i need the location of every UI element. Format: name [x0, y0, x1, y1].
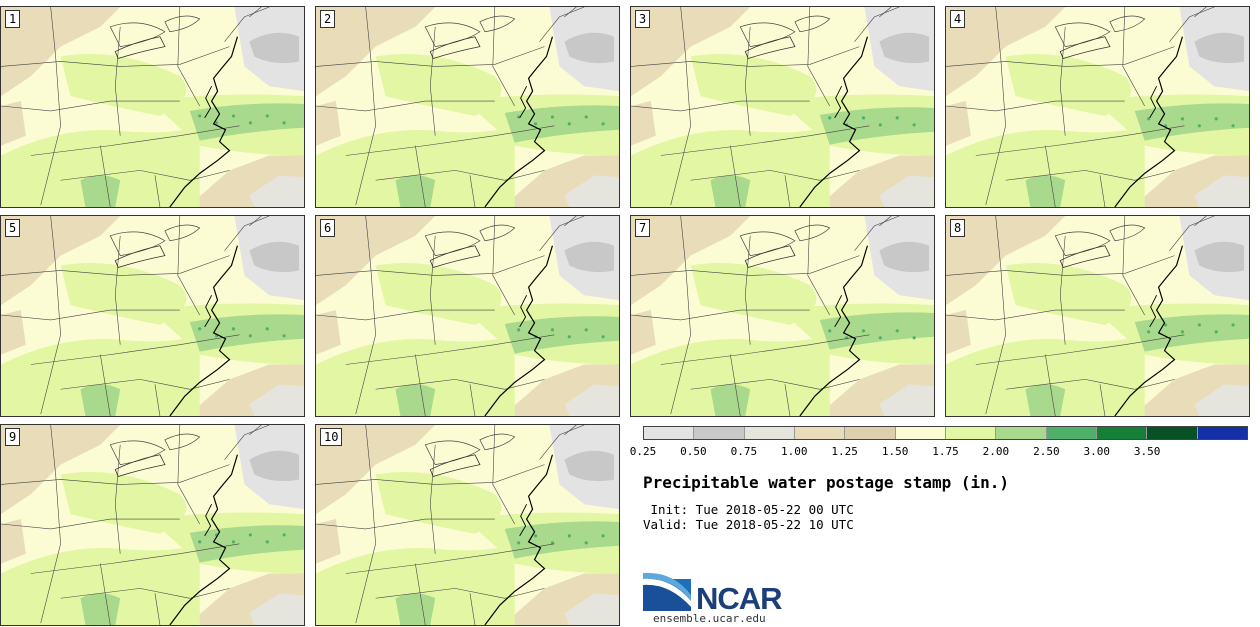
- member-label: 2: [320, 10, 336, 28]
- member-label: 10: [320, 428, 343, 446]
- member-label: 4: [950, 10, 966, 28]
- colorbar-segment: [694, 427, 745, 439]
- member-label: 1: [5, 10, 21, 28]
- init-time: Init: Tue 2018-05-22 00 UTC: [643, 502, 854, 517]
- map-panel: 5: [0, 215, 305, 417]
- colorbar-tick-label: 2.00: [982, 445, 1010, 458]
- colorbar-tick-label: 0.75: [730, 445, 758, 458]
- colorbar-segment: [1197, 427, 1247, 439]
- map-drawing: [316, 216, 619, 416]
- colorbar-tick-label: 3.00: [1083, 445, 1111, 458]
- map-drawing: [946, 216, 1249, 416]
- colorbar-segment: [644, 427, 695, 439]
- map-panel: 8: [945, 215, 1250, 417]
- member-label: 6: [320, 219, 336, 237]
- map-panel: 3: [630, 6, 935, 208]
- plot-title: Precipitable water postage stamp (in.): [643, 473, 1010, 492]
- colorbar-tick-label: 0.50: [680, 445, 707, 458]
- colorbar-segment: [996, 427, 1047, 439]
- map-panel: 9: [0, 424, 305, 626]
- logo-url: ensemble.ucar.edu: [653, 612, 766, 625]
- colorbar-tick-label: 1.50: [881, 445, 909, 458]
- map-panel: 4: [945, 6, 1250, 208]
- colorbar-segment: [895, 427, 946, 439]
- map-panel: 2: [315, 6, 620, 208]
- logo-text: NCAR: [696, 581, 783, 616]
- map-drawing: [1, 216, 304, 416]
- colorbar-tick-label: 2.50: [1033, 445, 1060, 458]
- map-drawing: [631, 216, 934, 416]
- colorbar-tick-label: 1.25: [831, 445, 858, 458]
- colorbar-tick-label: 1.75: [932, 445, 959, 458]
- member-label: 7: [635, 219, 651, 237]
- colorbar-ticks: 0.25 0.50 0.75 1.00 1.25 1.50 1.75 2.00 2.50 3.00…: [630, 445, 1248, 459]
- member-label: 3: [635, 10, 651, 28]
- member-label: 9: [5, 428, 21, 446]
- map-drawing: [316, 7, 619, 207]
- map-panel: 1: [0, 6, 305, 208]
- map-drawing: [946, 7, 1249, 207]
- colorbar-segment: [1147, 427, 1198, 439]
- map-drawing: [1, 7, 304, 207]
- colorbar-segment: [945, 427, 997, 439]
- colorbar-tick-label: 0.25: [629, 445, 657, 458]
- valid-time: Valid: Tue 2018-05-22 10 UTC: [643, 517, 854, 532]
- map-drawing: [631, 7, 934, 207]
- map-panel: 6: [315, 215, 620, 417]
- map-drawing: [1, 425, 304, 625]
- colorbar-tick-label: 3.50: [1133, 445, 1161, 458]
- colorbar-segment: [845, 427, 896, 439]
- colorbar-segment: [1046, 427, 1097, 439]
- colorbar-segment: [1096, 427, 1148, 439]
- map-panel: 7: [630, 215, 935, 417]
- colorbar: [643, 426, 1248, 440]
- ncar-logo-icon: [643, 572, 691, 611]
- colorbar-segment: [744, 427, 795, 439]
- colorbar-tick-label: 1.00: [781, 445, 808, 458]
- colorbar-segment: [794, 427, 846, 439]
- map-panel: 10: [315, 424, 620, 626]
- member-label: 5: [5, 219, 21, 237]
- member-label: 8: [950, 219, 966, 237]
- map-drawing: [316, 425, 619, 625]
